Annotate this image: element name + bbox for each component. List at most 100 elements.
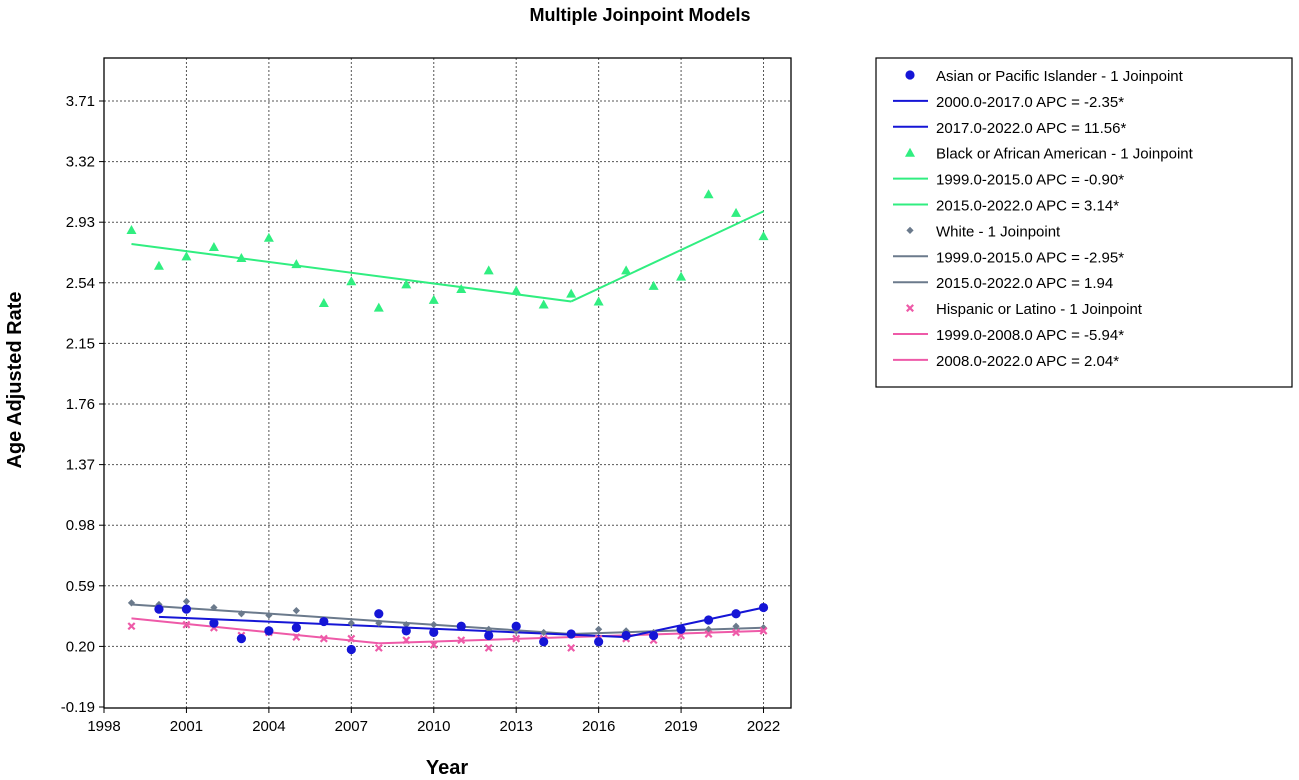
data-point (649, 630, 659, 641)
joinpoint-segment (570, 210, 764, 303)
data-point (292, 607, 300, 615)
data-point (731, 609, 741, 619)
y-tick-label: 0.20 (66, 638, 95, 655)
data-point (375, 619, 383, 627)
legend-entry: 2008.0-2022.0 APC = 2.04* (936, 353, 1119, 370)
legend-entry: 1999.0-2015.0 APC = -2.95* (936, 249, 1124, 266)
data-point (594, 637, 604, 647)
x-tick-label: 2007 (335, 718, 368, 735)
data-point (181, 251, 192, 261)
x-tick-label: 2016 (582, 718, 615, 735)
y-tick-label: -0.19 (61, 699, 95, 716)
data-point (593, 296, 604, 306)
data-point (676, 624, 686, 634)
data-point (704, 629, 713, 638)
data-point (153, 260, 164, 270)
data-point (154, 604, 164, 614)
legend-entry: Hispanic or Latino - 1 Joinpoint (936, 301, 1143, 318)
data-point (456, 621, 466, 631)
legend-entry: 1999.0-2008.0 APC = -5.94* (936, 327, 1124, 344)
legend-marker (905, 147, 915, 157)
trend-lines (131, 210, 764, 645)
y-axis-ticks: -0.19 0.20 0.59 0.98 1.37 1.76 2.15 2.54 2.93 3.3… (61, 93, 104, 716)
data-point (402, 621, 410, 629)
x-axis-title: Year (426, 757, 468, 779)
data-point (595, 625, 603, 633)
data-point (703, 615, 714, 625)
legend-marker (906, 304, 914, 313)
data-point (567, 643, 576, 652)
data-point (209, 618, 219, 628)
data-point (236, 634, 246, 644)
data-point (319, 634, 328, 643)
legend-marker (906, 226, 914, 234)
data-point (732, 622, 740, 630)
y-axis-title: Age Adjusted Rate (4, 291, 26, 468)
data-point (264, 626, 274, 636)
x-tick-label: 2010 (417, 718, 450, 735)
data-point (538, 299, 549, 309)
data-point (429, 640, 438, 649)
y-tick-label: 0.59 (66, 578, 95, 595)
data-point (374, 643, 383, 652)
plot-area-frame (103, 57, 792, 709)
joinpoint-segment (131, 242, 572, 303)
data-point (347, 634, 356, 643)
data-point (346, 276, 357, 286)
data-point (484, 643, 493, 652)
data-point (566, 629, 576, 639)
data-point (758, 231, 769, 241)
data-point (127, 599, 136, 607)
data-point (621, 265, 632, 275)
data-point (758, 602, 769, 613)
y-tick-label: 1.76 (66, 396, 95, 413)
data-point (511, 285, 522, 295)
legend-marker (905, 70, 915, 80)
data-point (621, 630, 631, 641)
data-point (485, 625, 493, 633)
y-tick-label: 2.54 (66, 275, 95, 292)
y-tick-label: 2.93 (66, 214, 95, 231)
data-point (210, 603, 218, 612)
joinpoint-segment (625, 606, 764, 639)
legend-entry: 2015.0-2022.0 APC = 3.14* (936, 198, 1119, 215)
joinpoint-segment (571, 626, 764, 635)
x-tick-label: 2022 (747, 718, 780, 735)
legend-entry: Asian or Pacific Islander - 1 Joinpoint (936, 68, 1184, 85)
x-tick-label: 2001 (170, 718, 203, 735)
y-tick-label: 2.15 (66, 335, 95, 352)
data-point (182, 620, 191, 629)
y-tick-label: 3.71 (66, 93, 95, 110)
data-point (429, 627, 439, 638)
data-point (291, 623, 301, 633)
chart-title: Multiple Joinpoint Models (530, 5, 751, 25)
data-point (318, 298, 329, 307)
legend-entry: 2015.0-2022.0 APC = 1.94 (936, 275, 1113, 292)
legend-entry: 2017.0-2022.0 APC = 11.56* (936, 120, 1126, 137)
data-point (456, 284, 467, 294)
data-point (291, 259, 302, 269)
data-point (539, 637, 549, 647)
data-point (401, 626, 411, 636)
legend-entry: 1999.0-2015.0 APC = -0.90* (936, 172, 1124, 189)
data-point (759, 626, 768, 635)
data-point (622, 627, 630, 635)
legend-entry: Black or African American - 1 Joinpoint (936, 146, 1194, 163)
joinpoint-segment (131, 617, 379, 645)
data-point (704, 625, 713, 633)
legend-entry: 2000.0-2017.0 APC = -2.35* (936, 94, 1124, 111)
x-tick-label: 2019 (664, 718, 697, 735)
data-point (374, 609, 384, 619)
legend: Asian or Pacific Islander - 1 Joinpoint 2… (875, 57, 1293, 388)
data-point (512, 634, 521, 643)
data-point (126, 224, 137, 234)
data-point (648, 280, 659, 290)
data-point (428, 294, 439, 304)
data-point (676, 271, 687, 281)
legend-entry: White - 1 Joinpoint (936, 223, 1061, 240)
data-point (732, 628, 741, 637)
data-point (347, 619, 355, 627)
data-point (677, 631, 686, 640)
data-markers (126, 189, 769, 655)
